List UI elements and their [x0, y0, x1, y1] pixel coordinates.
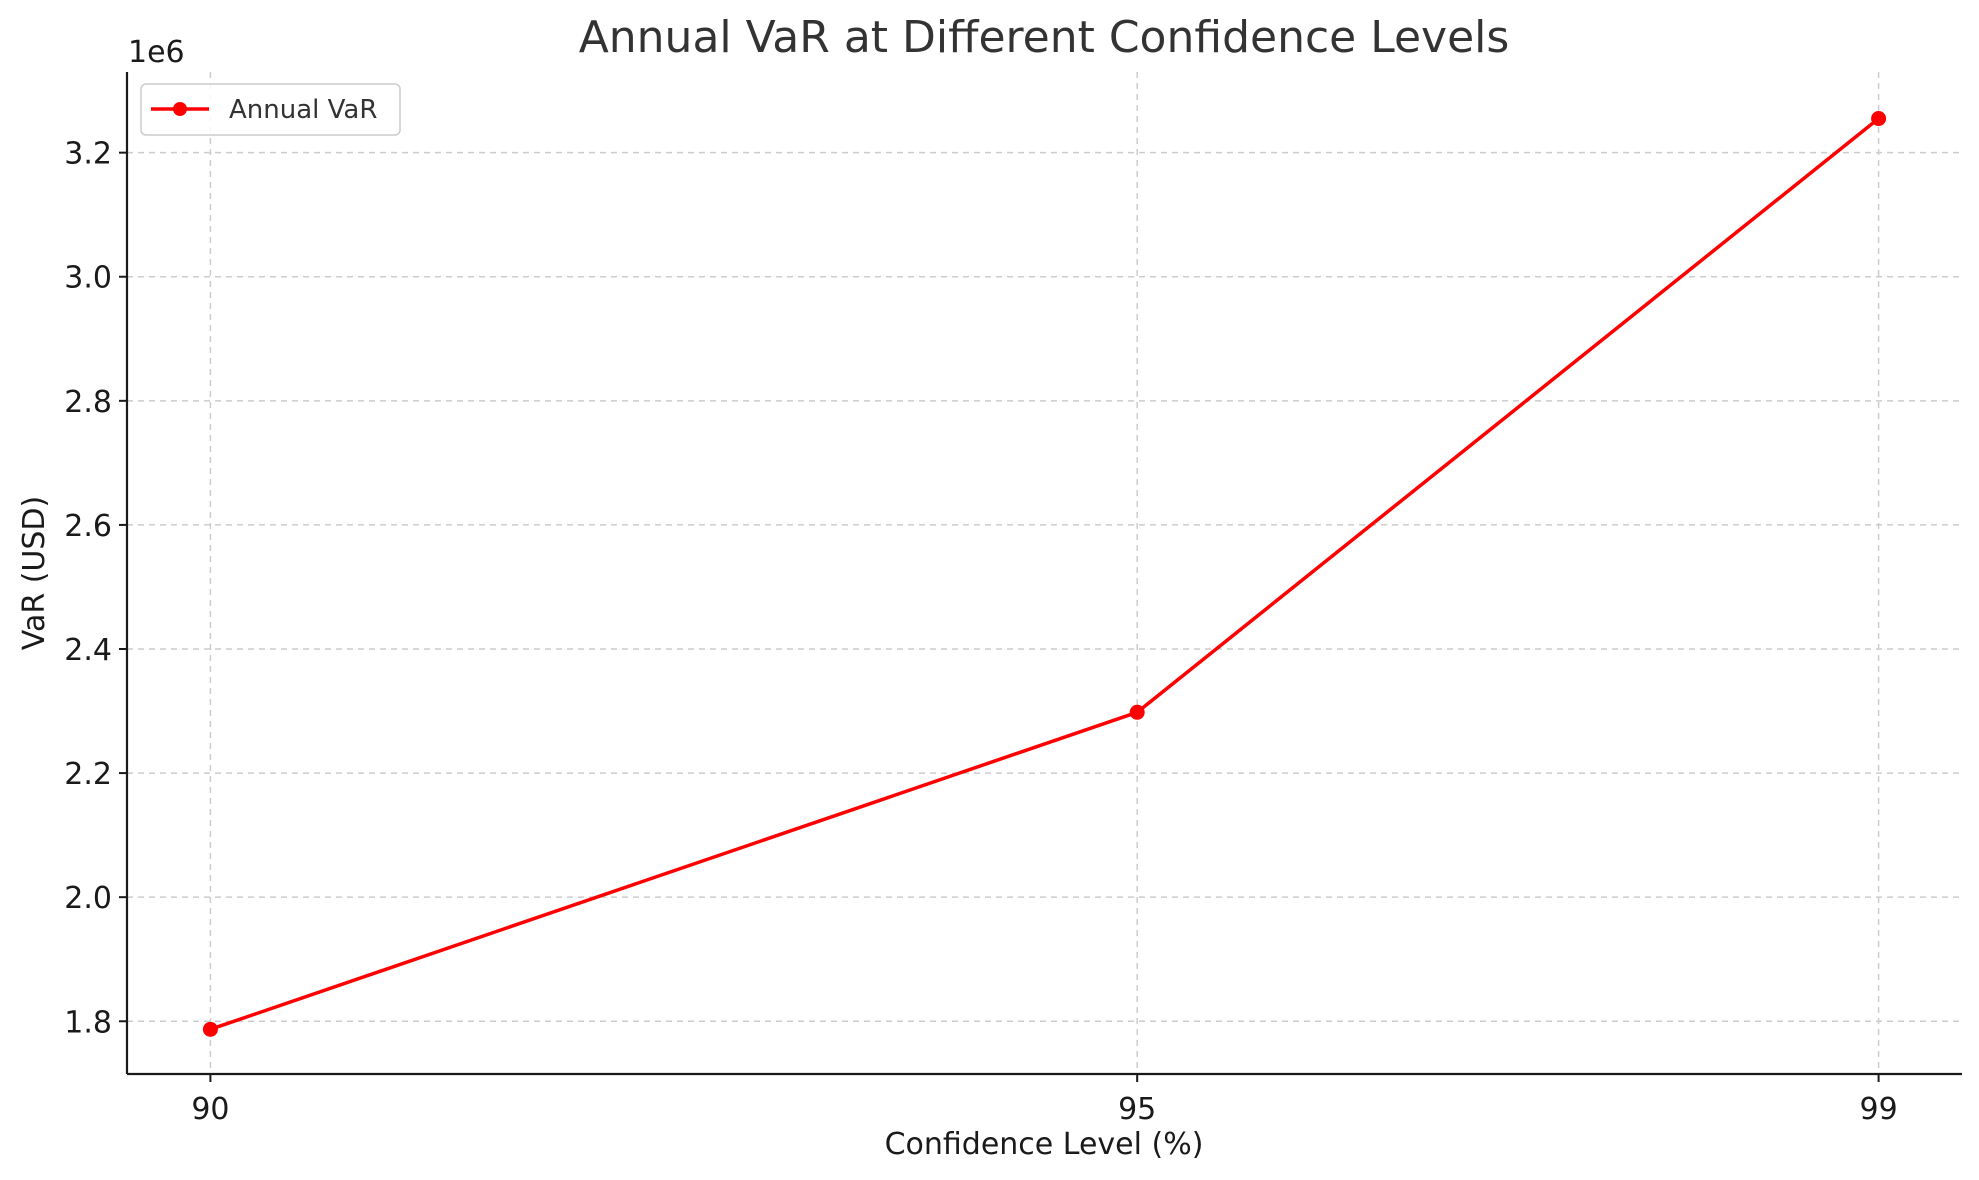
axes — [125, 72, 1962, 1076]
chart-title: Annual VaR at Different Confidence Level… — [579, 12, 1510, 63]
legend-label: Annual VaR — [229, 95, 377, 125]
legend: Annual VaR — [140, 83, 401, 136]
y-tick-label: 2.6 — [64, 509, 112, 544]
y-tick-label: 2.2 — [64, 757, 112, 792]
data-point — [1871, 111, 1887, 127]
x-axis-label: Confidence Level (%) — [885, 1127, 1204, 1162]
y-tick-label: 2.4 — [64, 633, 112, 668]
ticks: 90 95 99 1.8 2.0 2.2 2.4 2.6 2.8 3.0 3.2 — [64, 137, 1897, 1127]
data-point — [1129, 704, 1145, 720]
grid — [127, 72, 1962, 1074]
y-tick-label: 3.2 — [64, 137, 112, 172]
x-tick-label: 99 — [1859, 1092, 1897, 1127]
y-axis-offset-label: 1e6 — [128, 35, 185, 70]
legend-point-marker — [173, 102, 187, 116]
data-point — [202, 1021, 218, 1037]
y-tick-label: 2.0 — [64, 881, 112, 916]
y-tick-label: 1.8 — [64, 1005, 112, 1040]
x-tick-label: 90 — [191, 1092, 229, 1127]
y-tick-label: 2.8 — [64, 385, 112, 420]
series-layer — [202, 111, 1887, 1037]
x-tick-label: 95 — [1118, 1092, 1156, 1127]
legend-box — [140, 83, 401, 136]
y-tick-label: 3.0 — [64, 261, 112, 296]
y-axis-label: VaR (USD) — [17, 496, 52, 650]
